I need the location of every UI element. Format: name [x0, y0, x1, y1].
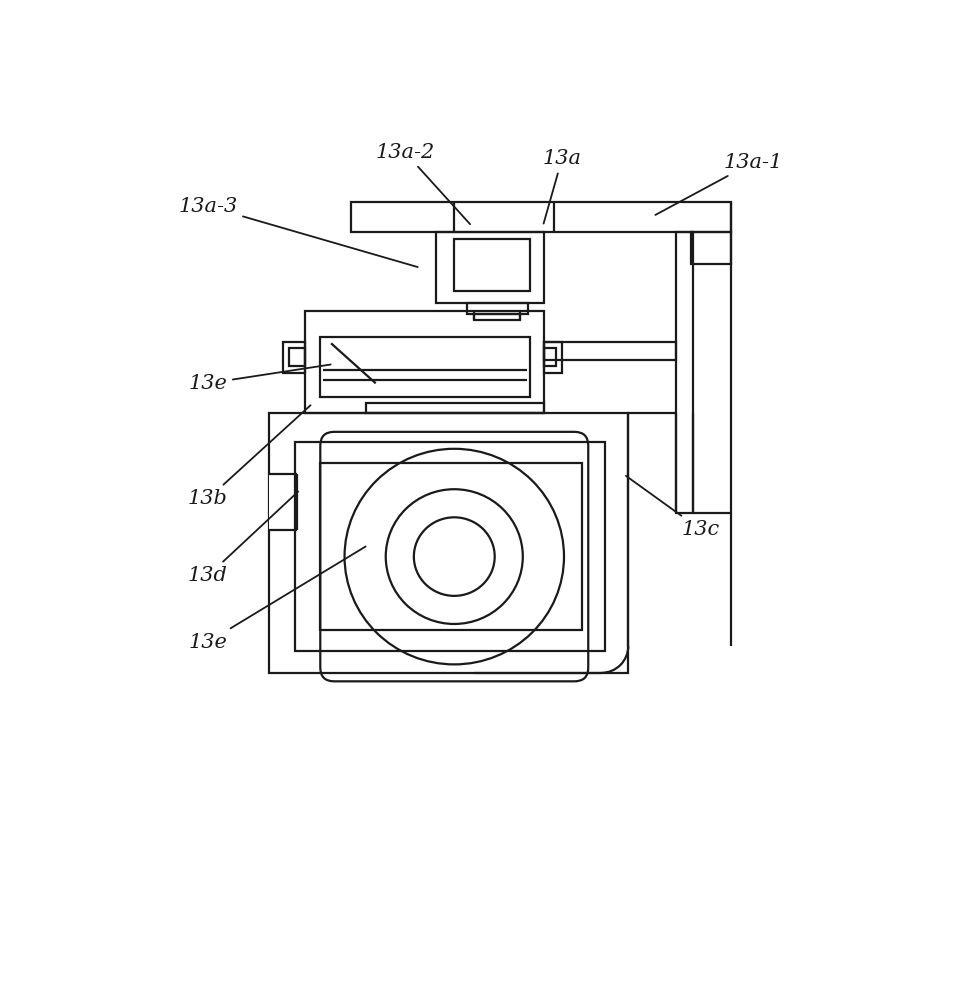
Bar — [283, 342, 305, 373]
Bar — [543, 342, 676, 360]
Bar — [305, 311, 543, 413]
Bar — [294, 442, 604, 651]
Text: 13a-2: 13a-2 — [375, 143, 470, 224]
Text: 13d: 13d — [188, 491, 298, 585]
Text: 13c: 13c — [625, 476, 720, 539]
Bar — [474, 314, 520, 320]
Text: 13b: 13b — [188, 405, 311, 508]
Bar — [320, 463, 581, 630]
Bar — [676, 232, 692, 513]
Text: 13e: 13e — [189, 546, 365, 652]
Bar — [691, 232, 731, 264]
Bar — [436, 232, 543, 303]
Bar — [466, 303, 528, 314]
Bar — [269, 413, 628, 673]
Bar — [366, 403, 543, 413]
Bar — [351, 202, 731, 232]
Bar — [543, 348, 556, 366]
Bar — [543, 342, 561, 373]
Bar — [289, 348, 305, 366]
Bar — [320, 337, 529, 397]
Text: 13a: 13a — [542, 149, 581, 224]
Bar — [269, 474, 297, 530]
Bar — [454, 239, 529, 291]
Text: 13e: 13e — [189, 365, 331, 393]
Text: 13a-3: 13a-3 — [178, 197, 417, 267]
Text: 13a-1: 13a-1 — [655, 153, 781, 215]
